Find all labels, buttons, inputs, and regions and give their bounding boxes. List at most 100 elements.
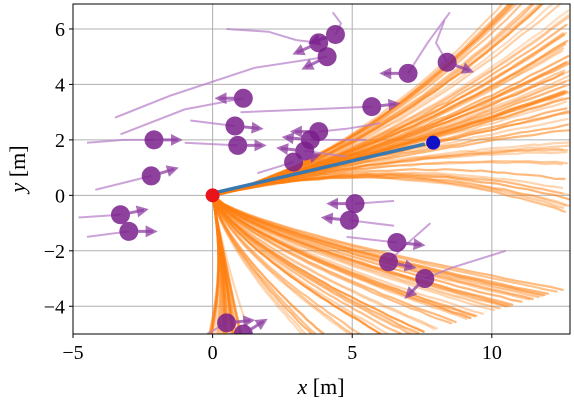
y-tick-label: −2 [44,241,65,263]
pedestrian-marker [325,25,345,45]
predicted-trajectory [211,194,351,334]
axes-frame [72,3,571,335]
predicted-trajectory [211,194,478,317]
pedestrians [110,25,475,334]
predicted-trajectory [211,167,566,197]
pedestrian-history [95,174,152,191]
y-tick-label: −4 [44,296,65,318]
x-tick-label: 0 [208,342,218,364]
predicted-trajectory [211,194,550,295]
pedestrian-velocity-arrow [395,259,417,272]
pedestrian-history [407,11,451,74]
predicted-trajectory [211,194,496,312]
predicted-trajectory [211,194,534,301]
pedestrian-marker [119,221,139,241]
predicted-trajectory [211,147,564,196]
predicted-trajectory [211,194,468,320]
pedestrian-marker [345,194,365,214]
pedestrian-velocity-arrow [292,44,313,56]
pedestrian-history [114,55,328,119]
predicted-trajectory [211,194,355,334]
robot-start-marker [205,188,220,203]
predicted-trajectory [211,194,484,315]
pedestrian-marker [217,313,237,333]
predicted-trajectory [211,194,453,325]
predicted-trajectory [211,194,500,310]
pedestrian-marker [233,324,253,334]
predicted-trajectory [211,194,514,306]
predicted-trajectory [211,194,472,319]
pedestrian-marker [437,52,457,72]
predicted-trajectory [211,194,325,334]
pedestrian-velocity-arrow [320,212,342,225]
predicted-trajectory [211,4,545,197]
pedestrian-velocity-arrow [234,315,256,328]
pedestrian-marker [309,33,329,53]
predicted-trajectory [211,194,476,318]
pedestrian-marker [228,135,248,155]
pedestrian-marker [144,130,164,150]
predicted-trajectory [211,4,534,197]
pedestrian-marker [141,166,161,186]
y-tick-label: 6 [55,19,65,41]
pedestrian-velocity-arrow [281,132,303,145]
pedestrian-velocity-arrow [379,98,401,111]
predicted-trajectory [211,194,414,334]
predicted-trajectory [211,194,547,296]
predicted-trajectory [211,194,326,334]
predicted-trajectory [211,194,425,333]
pedestrian-history [120,97,244,136]
pedestrian-history [240,105,372,114]
x-tick-label: 10 [482,342,502,364]
robot [205,135,441,203]
pedestrian-marker [225,116,245,136]
pedestrian-marker [284,152,304,172]
y-axis-label: y [m] [5,145,30,194]
robot-goal-marker [426,135,441,150]
predicted-trajectory [211,194,436,331]
pedestrian-marker [415,269,435,289]
pedestrian-velocity-arrow [300,151,322,164]
predicted-trajectory [211,194,314,334]
predicted-trajectory [211,194,304,334]
pedestrian-marker [317,47,337,67]
x-axis-label: x [m] [296,374,344,399]
predicted-trajectory [211,194,384,334]
ticks: −5 0 5 10 −4 −2 0 2 4 6 [44,19,502,364]
pedestrian-marker [379,252,399,272]
predicted-trajectory [211,194,405,334]
x-tick-label: 5 [347,342,357,364]
y-tick-label: 2 [55,130,65,152]
pedestrian-marker [233,88,253,108]
predicted-trajectory [211,175,565,209]
pedestrian-velocity-arrow [301,58,321,70]
pedestrian-velocity-arrow [158,165,179,177]
pedestrian-velocity-arrow [404,238,426,251]
pedestrian-velocity-arrow [276,143,297,156]
predicted-trajectory [211,194,523,303]
predicted-trajectory [211,194,438,330]
pedestrian-marker [387,232,407,252]
predicted-trajectory [211,194,363,334]
x-tick-label: −5 [62,342,83,364]
predicted-trajectory [211,194,221,334]
pedestrian-marker [398,63,418,83]
pedestrian-velocity-arrow [128,205,149,218]
y-tick-label: 4 [55,74,65,96]
predicted-trajectory [211,174,567,207]
predicted-trajectory [209,194,220,334]
pedestrian-marker [110,205,130,225]
predicted-trajectory [211,194,425,333]
pedestrian-velocity-arrow [454,62,475,74]
y-tick-label: 0 [55,185,65,207]
pedestrian-marker [339,210,359,230]
predicted-trajectory [211,194,502,310]
pedestrian-history [226,28,319,44]
robot-planned-path [215,142,426,195]
pedestrian-marker [362,97,382,117]
pedestrian-history [86,138,154,144]
pedestrian-velocity-arrow [249,318,268,332]
pedestrian-velocity-arrow [242,121,264,134]
pedestrian-history [424,249,507,280]
